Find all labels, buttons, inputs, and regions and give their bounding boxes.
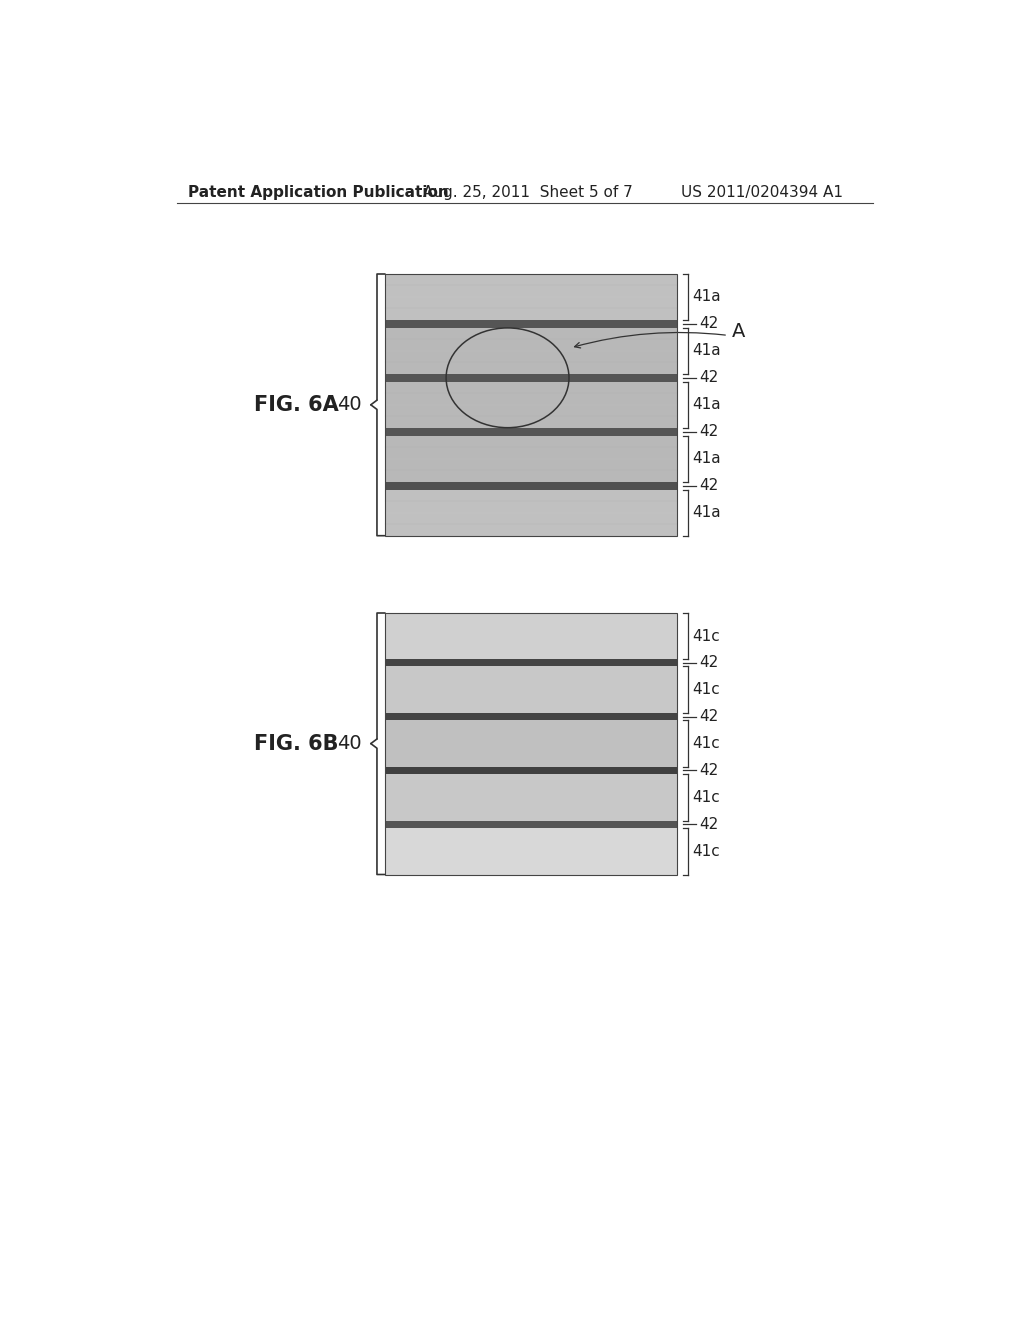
Bar <box>385 767 677 774</box>
Text: 42: 42 <box>698 656 718 671</box>
Bar <box>385 275 677 319</box>
Bar <box>385 482 677 490</box>
Text: 41c: 41c <box>692 843 721 858</box>
Text: 41c: 41c <box>692 682 721 697</box>
Text: 41c: 41c <box>692 628 721 644</box>
Bar <box>385 821 677 828</box>
Text: 40: 40 <box>337 395 361 414</box>
Text: 41c: 41c <box>692 737 721 751</box>
Bar <box>385 381 677 428</box>
Text: 41c: 41c <box>692 789 721 805</box>
Text: 41a: 41a <box>692 343 721 358</box>
Text: 42: 42 <box>698 478 718 494</box>
Text: FIG. 6B: FIG. 6B <box>254 734 338 754</box>
Bar <box>385 612 677 875</box>
Bar <box>385 327 677 374</box>
Text: 42: 42 <box>698 709 718 725</box>
Bar <box>385 828 677 874</box>
Text: 40: 40 <box>337 734 361 754</box>
Bar <box>385 660 677 667</box>
Text: 41a: 41a <box>692 451 721 466</box>
Text: 42: 42 <box>698 317 718 331</box>
Bar <box>385 436 677 482</box>
Bar <box>385 275 677 536</box>
Text: 42: 42 <box>698 763 718 777</box>
Text: 42: 42 <box>698 424 718 440</box>
Text: Patent Application Publication: Patent Application Publication <box>188 185 450 201</box>
Text: Aug. 25, 2011  Sheet 5 of 7: Aug. 25, 2011 Sheet 5 of 7 <box>423 185 633 201</box>
Bar <box>385 428 677 436</box>
Bar <box>385 774 677 821</box>
Bar <box>385 490 677 536</box>
Text: 42: 42 <box>698 817 718 832</box>
Bar <box>385 667 677 713</box>
Bar <box>385 374 677 381</box>
Bar <box>385 713 677 721</box>
Text: 41a: 41a <box>692 506 721 520</box>
Bar <box>385 612 677 660</box>
Bar <box>385 721 677 767</box>
Text: US 2011/0204394 A1: US 2011/0204394 A1 <box>681 185 843 201</box>
Text: 41a: 41a <box>692 397 721 412</box>
Text: 41a: 41a <box>692 289 721 305</box>
Text: FIG. 6A: FIG. 6A <box>254 395 339 414</box>
Text: A: A <box>732 322 745 341</box>
Text: 42: 42 <box>698 371 718 385</box>
Bar <box>385 319 677 327</box>
Bar <box>385 275 677 536</box>
Bar <box>385 612 677 875</box>
